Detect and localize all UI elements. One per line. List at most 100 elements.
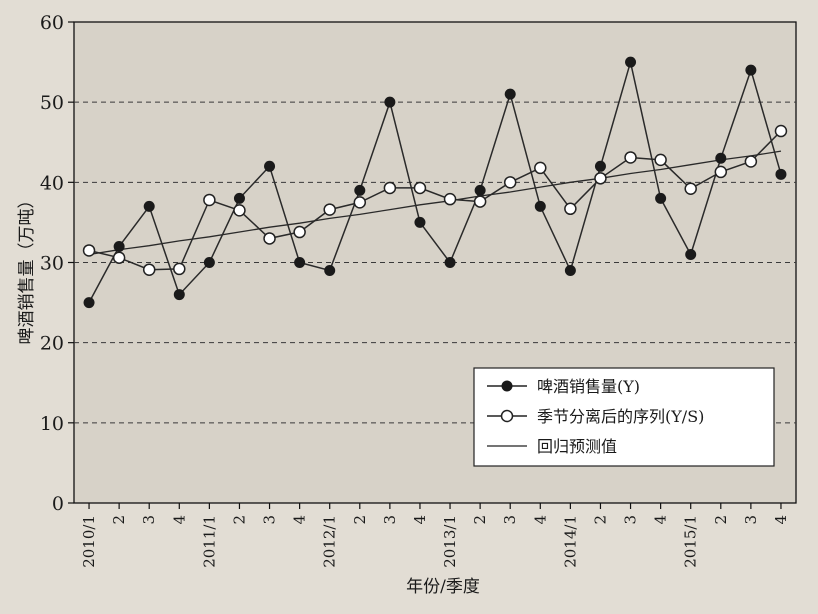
data-point-deseasonalized [744, 155, 758, 168]
data-point-deseasonalized [624, 151, 637, 164]
x-tick-label: 2010/1 [80, 515, 98, 568]
data-point-deseasonalized [82, 244, 96, 257]
data-point-sales [775, 168, 787, 180]
data-point-deseasonalized [142, 263, 156, 276]
x-tick-label: 2 [351, 515, 369, 525]
data-point-deseasonalized [714, 165, 728, 179]
data-point-sales [534, 200, 546, 212]
x-tick-label: 3 [140, 515, 158, 525]
x-tick-label: 4 [652, 515, 670, 525]
grid-lines [74, 101, 796, 424]
data-point-deseasonalized [774, 124, 788, 138]
x-tick-label: 3 [261, 515, 279, 525]
data-point-deseasonalized [654, 153, 667, 167]
series-line-deseasonalized [88, 130, 782, 271]
data-point-sales [264, 160, 276, 172]
data-point-sales [655, 192, 667, 204]
legend-item-sales: 啤酒销售量(Y) [487, 377, 640, 396]
x-tick-label: 4 [772, 515, 790, 525]
legend: 啤酒销售量(Y) 季节分离后的序列(Y/S) 回归预测值 [473, 367, 775, 467]
x-axis-label: 年份/季度 [406, 577, 480, 597]
data-point-sales [444, 257, 456, 268]
data-point-sales [625, 56, 637, 68]
x-tick-label: 2012/1 [321, 515, 339, 568]
data-point-sales [414, 216, 426, 228]
data-point-sales [715, 152, 727, 164]
series-line-regression [88, 150, 782, 256]
legend-item-deseasonalized: 季节分离后的序列(Y/S) [487, 407, 704, 426]
data-point-deseasonalized [564, 202, 577, 216]
data-point-sales [745, 64, 757, 76]
data-point-sales [173, 289, 185, 301]
legend-label-sales: 啤酒销售量(Y) [537, 377, 640, 396]
data-point-sales [233, 192, 245, 204]
x-tick-label: 3 [381, 515, 399, 525]
data-point-deseasonalized [112, 251, 126, 264]
y-tick-label: 40 [40, 172, 64, 194]
y-axis: 0 10 20 30 40 50 60 [40, 12, 74, 515]
legend-label-deseasonalized: 季节分离后的序列(Y/S) [537, 407, 704, 426]
x-tick-label: 4 [411, 515, 429, 525]
legend-item-regression: 回归预测值 [487, 437, 617, 456]
legend-marker-sales [501, 380, 513, 392]
data-point-sales [203, 257, 215, 268]
data-point-deseasonalized [293, 225, 306, 239]
x-tick-label: 2013/1 [441, 515, 459, 568]
data-point-sales [143, 200, 155, 212]
data-point-deseasonalized [594, 172, 607, 185]
data-point-deseasonalized [413, 181, 427, 195]
x-tick-label: 2 [712, 515, 730, 525]
x-axis: 2010/1 2 3 4 2011/1 2 3 4 2012/1 2 3 4 2013/1 2 3 4 2014… [80, 503, 790, 568]
x-tick-label: 3 [622, 515, 640, 525]
data-point-deseasonalized [323, 203, 336, 216]
data-point-sales [294, 257, 306, 268]
x-tick-label: 2014/1 [561, 515, 579, 568]
x-tick-label: 4 [531, 515, 549, 525]
x-tick-label: 2 [471, 515, 489, 525]
data-point-sales [113, 240, 125, 252]
data-point-sales [685, 248, 697, 260]
data-point-deseasonalized [684, 182, 697, 195]
y-axis-label: 啤酒销售量（万吨） [17, 192, 37, 345]
x-tick-label: 2 [591, 515, 609, 525]
data-point-deseasonalized [233, 204, 246, 217]
y-tick-label: 0 [52, 493, 64, 515]
x-tick-label: 4 [291, 515, 309, 525]
data-point-deseasonalized [173, 262, 186, 276]
x-tick-label: 4 [170, 515, 188, 525]
y-tick-label: 60 [40, 12, 64, 34]
legend-marker-deseasonalized [500, 409, 514, 423]
y-tick-label: 10 [40, 413, 64, 435]
y-tick-label: 20 [40, 333, 64, 355]
legend-box [473, 367, 775, 467]
data-point-deseasonalized [534, 161, 547, 175]
data-point-sales [594, 160, 606, 172]
data-point-deseasonalized [353, 196, 367, 209]
x-tick-label: 3 [742, 515, 760, 525]
data-point-sales [83, 297, 95, 309]
x-tick-label: 2 [110, 515, 128, 525]
data-point-sales [564, 265, 576, 277]
data-point-sales [384, 96, 396, 108]
data-point-deseasonalized [473, 195, 487, 208]
data-point-sales [504, 88, 516, 100]
data-point-deseasonalized [503, 176, 517, 189]
data-point-deseasonalized [443, 192, 457, 206]
x-tick-label: 2011/1 [200, 515, 218, 568]
data-point-sales [474, 184, 486, 196]
data-point-deseasonalized [383, 181, 397, 195]
data-point-sales [354, 184, 366, 196]
x-tick-label: 3 [501, 515, 519, 525]
data-point-deseasonalized [263, 232, 276, 245]
y-tick-label: 50 [40, 92, 64, 114]
legend-label-regression: 回归预测值 [537, 437, 617, 456]
data-point-deseasonalized [203, 193, 216, 207]
series-line-sales [88, 61, 782, 303]
x-tick-label: 2 [230, 515, 248, 525]
data-point-sales [324, 265, 336, 277]
x-tick-label: 2015/1 [682, 515, 700, 568]
y-tick-label: 30 [40, 253, 64, 275]
series-layer [82, 56, 788, 309]
